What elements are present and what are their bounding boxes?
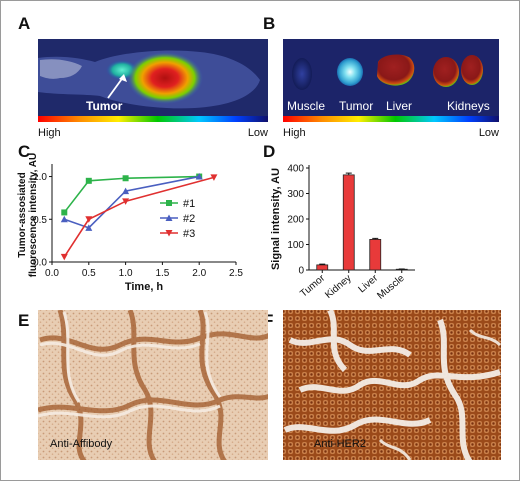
chart-d-ylabel: Signal intensity, AU [270,168,282,270]
organ-label-muscle: Muscle [287,99,325,113]
chart-d-y-tick-label: 0 [298,266,304,277]
panel-label-b: B [263,14,276,33]
panel-label-a: A [18,14,31,33]
chart-c-point [122,187,130,195]
tumor-label-a: Tumor [86,99,123,113]
chart-c-point [195,173,203,180]
chart-c-x-tick-label: 0.0 [45,268,59,279]
scale-low-a: Low [248,127,268,139]
chart-d-y-tick-label: 300 [287,189,304,200]
chart-c-ylabel-line-1: Tumor-assosiated [17,172,28,257]
chart-d-y-tick-label: 100 [287,240,304,251]
organ-label-tumor: Tumor [339,99,373,113]
scale-high-b: High [283,127,306,139]
stain-label-f: Anti-HER2 [314,438,366,450]
histology-f: Anti-HER2 [283,310,501,460]
chart-c-x-tick-label: 1.0 [119,268,133,279]
chart-c-legend-label: #3 [183,228,195,240]
chart-c-x-tick-label: 0.5 [82,268,96,279]
organ-label-liver: Liver [386,99,412,113]
panel-label-c: C [18,142,31,161]
chart-c-legend-label: #2 [183,213,195,225]
color-scale-b [283,116,499,122]
chart-c-y-tick-label: 1.0 [33,172,47,183]
chart-c-point [122,175,129,182]
organ-label-kidneys: Kidneys [447,99,490,113]
chart-c-ylabel-line-2: fluorescence intensity, AU [28,153,39,277]
chart-c-x-tick-label: 2.5 [229,268,243,279]
chart-c-point [85,216,93,223]
chart-c-legend-marker [165,214,173,221]
color-scale-a [38,116,268,122]
panel-label-f: F [263,311,274,330]
stain-label-e: Anti-Affibody [50,438,113,450]
chart-c-y-tick-label: 0.5 [33,215,47,226]
panel-label-d: D [263,142,276,161]
chart-c-x-tick-label: 2.0 [192,268,206,279]
chart-c-y-tick-label: 0.0 [33,258,47,269]
histology-e: Anti-Affibody [38,310,268,460]
chart-c-point [60,253,68,261]
chart-c-point [60,215,68,223]
scale-high-a: High [38,127,61,139]
chart-d-y-tick-label: 200 [287,215,304,226]
chart-c-x-tick-label: 1.5 [155,268,169,279]
chart-c-series-line-3 [63,176,215,258]
chart-c-series-line-1 [63,175,200,213]
chart-c-point [85,177,92,184]
chart-c-point [210,174,218,181]
chart-d-y-tick-label: 400 [287,164,304,175]
panel-label-e: E [18,311,30,330]
chart-c-legend-marker [166,200,172,206]
chart-c-ylabel: Tumor-assosiatedfluorescence intensity, … [17,153,39,277]
scale-low-b: Low [479,127,499,139]
chart-c-xlabel: Time, h [125,281,164,293]
chart-c-legend-label: #1 [183,198,195,210]
chart-c-point [61,209,68,216]
chart-c-point [122,198,130,205]
chart-c-legend-marker [165,230,173,237]
chart-c-point [85,224,93,231]
